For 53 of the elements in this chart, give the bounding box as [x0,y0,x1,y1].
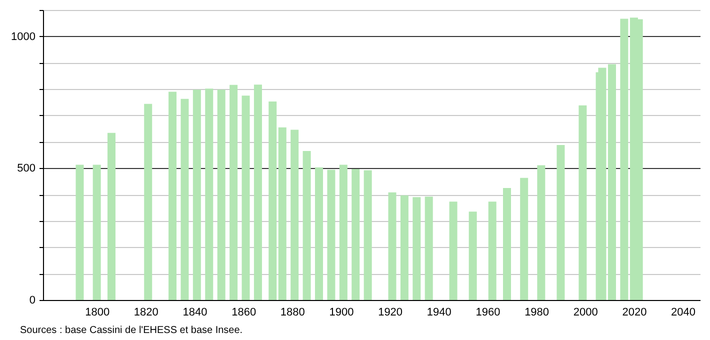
bar [192,90,201,300]
bar [254,84,262,300]
bar [205,88,214,300]
x-tick-label: 2000 [573,306,598,318]
y-tick-label: 1000 [11,30,36,43]
bar [449,202,458,300]
bar [230,84,238,300]
bar [424,196,433,300]
bar [268,101,277,300]
x-tick-label: 2040 [671,306,696,318]
bar [388,192,396,300]
bar [327,170,336,300]
bar [520,178,528,300]
bar [180,98,189,300]
bar [620,18,628,300]
bar [578,105,587,300]
bar [352,168,360,300]
x-tick-label: 1940 [426,306,452,318]
bar [556,144,565,300]
bar [76,164,84,300]
x-tick-label: 1900 [329,306,354,318]
x-tick-label: 1980 [524,306,550,318]
bar [468,212,477,300]
bar [290,130,299,300]
x-tick-label: 1860 [232,306,256,318]
bar [412,197,421,300]
source-note: Sources : base Cassini de l'EHESS et base Insee. [20,325,243,336]
bar [315,167,324,300]
bar [107,132,116,300]
bar [217,90,226,300]
bar [168,92,177,300]
bar [92,164,101,300]
bar [537,165,546,300]
bar [302,151,311,300]
bar [503,188,512,300]
bar [339,164,348,300]
x-tick-label: 2020 [622,306,647,318]
x-tick-label: 1800 [85,306,110,318]
x-tick-label: 1820 [134,306,158,318]
bar [488,202,496,300]
bar [364,170,372,300]
bar [608,64,616,300]
bar [242,96,250,300]
x-tick-label: 1840 [182,306,208,318]
y-tick-label: 500 [17,162,36,175]
x-tick-label: 1960 [476,306,500,318]
x-tick-label: 1880 [280,306,305,318]
bar [400,195,408,300]
y-tick-label: 0 [29,294,36,306]
x-tick-label: 1920 [378,306,403,318]
bar [278,127,286,300]
bar [144,104,152,300]
bar [598,68,606,300]
